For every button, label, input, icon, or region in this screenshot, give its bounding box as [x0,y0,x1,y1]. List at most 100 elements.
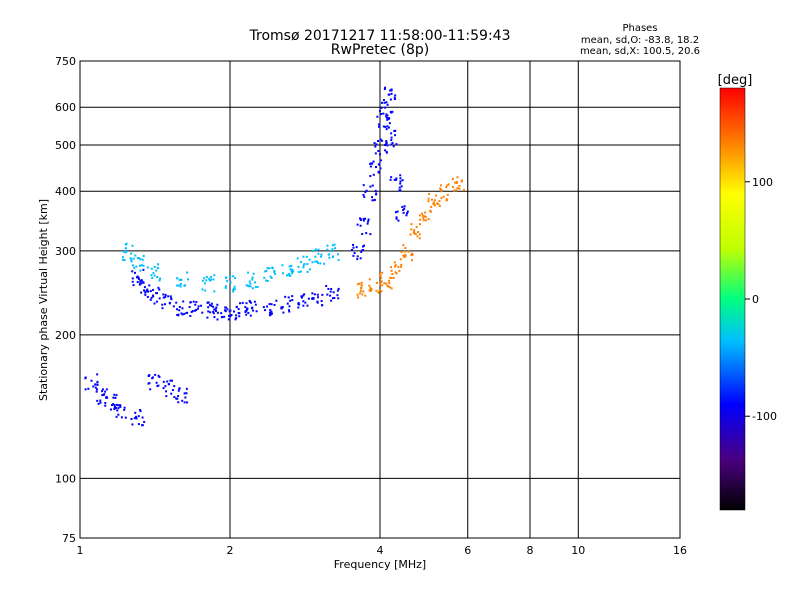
echo-point [370,162,373,165]
echo-point [249,285,252,288]
echo-point [262,306,265,309]
echo-point [94,386,97,389]
echo-point [268,267,271,270]
echo-point [140,264,143,267]
echo-point [164,293,167,296]
echo-point [331,244,334,247]
echo-point [229,281,232,284]
echo-point [451,177,454,180]
echo-point [232,275,235,278]
echo-point [446,193,449,196]
echo-point [455,181,458,184]
echo-point [403,207,406,210]
echo-point [156,292,159,295]
echo-point [125,242,128,245]
echo-point [291,295,294,298]
echo-point [409,233,412,236]
echo-point [381,271,384,274]
echo-point [373,199,376,202]
x-axis-label: Frequency [MHz] [334,558,426,571]
echo-point [379,109,382,112]
echo-point [362,217,365,220]
echo-point [137,277,140,280]
echo-point [254,303,257,306]
echo-point [201,288,204,291]
echo-point [407,250,410,253]
echo-point [369,287,372,290]
echo-point [356,223,359,226]
echo-point [388,122,391,125]
echo-point [404,247,407,250]
echo-point [453,189,456,192]
echo-point [153,265,156,268]
echo-point [124,249,127,252]
echo-point [201,279,204,282]
echo-point [390,139,393,142]
echo-point [356,258,359,261]
echo-point [157,374,160,377]
echo-point [161,303,164,306]
echo-point [404,255,407,258]
echo-point [373,142,376,145]
echo-point [169,295,172,298]
echo-point [101,390,104,393]
echo-point [140,279,143,282]
echo-point [378,125,381,128]
echo-point [402,211,405,214]
echo-point [300,296,303,299]
echo-point [403,255,406,258]
colorbar-tick-label: -100 [752,410,777,423]
echo-point [280,307,283,310]
echo-point [391,142,394,145]
echo-point [377,291,380,294]
echo-point [177,314,180,317]
echo-point [419,223,422,226]
echo-point [230,314,233,317]
echo-point [317,248,320,251]
echo-point [156,275,159,278]
echo-point [176,284,179,287]
echo-point [139,269,142,272]
echo-point [337,297,340,300]
echo-point [152,295,155,298]
echo-point [140,291,143,294]
y-axis-ticks: 75 100 200 300 400 500 600 750 [55,55,76,545]
echo-point [135,415,138,418]
echo-point [321,293,324,296]
echo-point [143,286,146,289]
echo-point [390,143,393,146]
echo-point [165,395,168,398]
echo-point [195,308,198,311]
echo-point [175,301,178,304]
echo-point [134,254,137,257]
echo-point [131,244,134,247]
echo-point [281,306,284,309]
echo-point [210,278,213,281]
echo-point [291,299,294,302]
echo-point [399,258,402,261]
echo-point [182,300,185,303]
echo-point [197,305,200,308]
echo-point [229,309,232,312]
echo-point [246,307,249,310]
echo-point [362,290,365,293]
echo-point [171,379,174,382]
echo-point [200,304,203,307]
echo-point [139,410,142,413]
echo-point [417,231,420,234]
echo-point [394,94,397,97]
echo-point [413,230,416,233]
echo-point [374,189,377,192]
y-axis-label: Stationary phase Virtual Height [km] [37,199,50,401]
y-tick-label: 400 [55,185,76,198]
echo-point [141,416,144,419]
echo-point [359,224,362,227]
echo-point [442,195,445,198]
echo-point [362,184,365,187]
echo-point [388,282,391,285]
echo-point [221,315,224,318]
echo-point [399,180,402,183]
x-tick-label: 10 [571,544,585,557]
echo-point [406,212,409,215]
echo-point [252,272,255,275]
